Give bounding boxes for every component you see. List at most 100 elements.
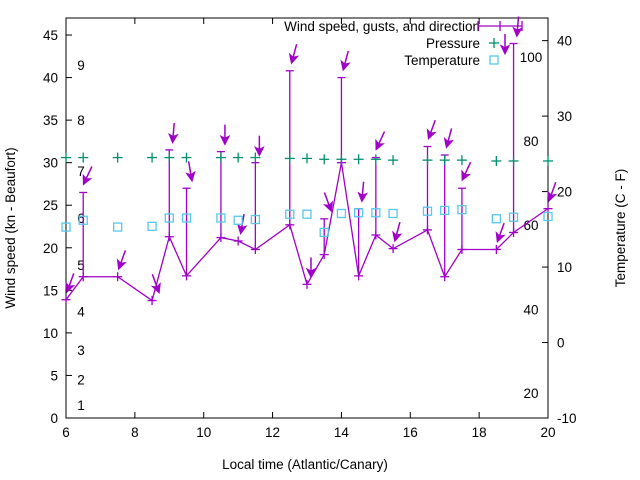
temperature-marker <box>543 211 553 222</box>
temperature-marker <box>78 215 88 225</box>
legend-label-1: Pressure <box>426 36 480 51</box>
wind-direction-arrow <box>375 131 386 151</box>
pressure-marker <box>336 154 347 165</box>
wind-direction-arrow <box>65 273 76 294</box>
pressure-marker <box>302 153 312 164</box>
wind-speed-marker <box>285 220 295 230</box>
pressure-marker <box>353 154 364 165</box>
y-tick-label: 35 <box>43 113 58 128</box>
wind-direction-arrow <box>254 135 265 157</box>
gust-errorbar <box>509 42 518 233</box>
pressure-marker <box>439 155 450 166</box>
gust-errorbar <box>79 191 88 277</box>
wind-speed-marker <box>147 296 157 306</box>
temperature-marker <box>285 209 295 219</box>
wind-speed-marker <box>164 232 174 242</box>
pressure-marker <box>543 155 553 166</box>
y-tick-label: 15 <box>43 283 58 298</box>
wind-speed-marker <box>113 272 123 282</box>
wind-speed-line <box>65 162 549 302</box>
pressure-series <box>61 152 553 166</box>
legend-key-direction-arrow <box>499 34 511 56</box>
wind-speed-marker <box>182 271 191 281</box>
wind-speed-marker <box>423 225 432 235</box>
x-tick-label: 16 <box>403 425 418 440</box>
x-tick-label: 20 <box>540 425 555 440</box>
pressure-marker <box>215 152 226 163</box>
y2-tick-label: -10 <box>557 411 577 426</box>
wind-speed-marker <box>371 230 381 240</box>
beaufort-scale-labels: 1 2 3 4 5 6 7 8 9 <box>77 58 85 413</box>
beaufort-label: 9 <box>77 58 85 73</box>
wind-direction-arrow <box>288 43 300 65</box>
temperature-marker <box>233 215 243 225</box>
gust-errorbar <box>216 150 225 238</box>
fahrenheit-label: 100 <box>520 50 543 65</box>
pressure-marker <box>491 155 502 166</box>
x-tick-label: 12 <box>265 425 280 440</box>
y-tick-label: 45 <box>43 28 58 43</box>
temperature-marker <box>302 209 312 219</box>
pressure-marker <box>78 152 89 163</box>
beaufort-label: 8 <box>77 113 85 128</box>
temperature-marker <box>147 221 157 231</box>
pressure-marker <box>508 155 519 166</box>
wind-direction-arrow <box>219 124 231 146</box>
y-tick-label: 20 <box>43 241 58 256</box>
wind-speed-marker <box>509 227 519 237</box>
y2-tick-label: 30 <box>557 109 572 124</box>
temperature-marker <box>353 208 364 218</box>
y2-axis-ticks: -10 0 10 20 30 40 <box>542 34 577 426</box>
wind-direction-arrow <box>185 161 196 183</box>
wind-speed-marker <box>319 250 329 260</box>
pressure-marker <box>319 154 330 165</box>
y-tick-label: 40 <box>43 71 58 86</box>
pressure-marker <box>233 152 244 163</box>
y-axis-label: Wind speed (kn - Beaufort) <box>3 147 18 308</box>
beaufort-label: 5 <box>77 258 85 273</box>
pressure-marker <box>284 153 295 164</box>
y-tick-label: 5 <box>50 368 58 383</box>
wind-speed-marker <box>61 295 71 305</box>
wind-direction-arrow <box>150 273 161 295</box>
beaufort-label: 7 <box>77 164 85 179</box>
wind-speed-marker <box>543 204 553 214</box>
pressure-marker <box>112 152 123 163</box>
y-tick-label: 0 <box>50 411 58 426</box>
y2-tick-label: 10 <box>557 260 572 275</box>
beaufort-label: 3 <box>77 343 85 358</box>
wind-direction-arrow <box>116 250 127 271</box>
temperature-marker <box>61 222 71 232</box>
temperature-marker <box>319 227 329 237</box>
y2-tick-label: 0 <box>557 336 565 351</box>
wind-direction-arrow <box>547 182 558 203</box>
pressure-marker <box>422 155 433 166</box>
wind-speed-marker <box>354 271 364 281</box>
wind-direction-arrow <box>82 166 93 186</box>
beaufort-label: 1 <box>77 398 85 413</box>
gust-errorbar <box>285 70 294 225</box>
wind-speed-marker <box>388 244 398 254</box>
pressure-marker <box>250 152 261 163</box>
legend-key-wind <box>477 21 523 31</box>
wind-direction-arrow <box>305 257 317 279</box>
y2-tick-label: 20 <box>557 185 572 200</box>
gust-errorbar <box>251 162 260 250</box>
wind-speed-marker <box>457 244 467 254</box>
x-axis-label: Local time (Atlantic/Canary) <box>222 457 388 472</box>
x-tick-label: 6 <box>62 425 70 440</box>
pressure-marker <box>456 155 467 166</box>
temperature-marker <box>216 213 226 223</box>
chart-legend: Wind speed, gusts, and direction Pressure… <box>284 19 523 68</box>
pressure-marker <box>370 154 381 165</box>
gust-errorbar <box>457 187 466 250</box>
y-axis-ticks: 0 5 10 15 20 25 30 35 40 45 <box>43 28 72 426</box>
wind-speed-marker <box>440 272 450 282</box>
legend-key-temperature <box>489 55 499 65</box>
wind-speed-series <box>61 16 558 306</box>
gust-errorbar <box>337 76 346 163</box>
temperature-marker <box>508 212 519 222</box>
x-tick-label: 10 <box>196 425 211 440</box>
